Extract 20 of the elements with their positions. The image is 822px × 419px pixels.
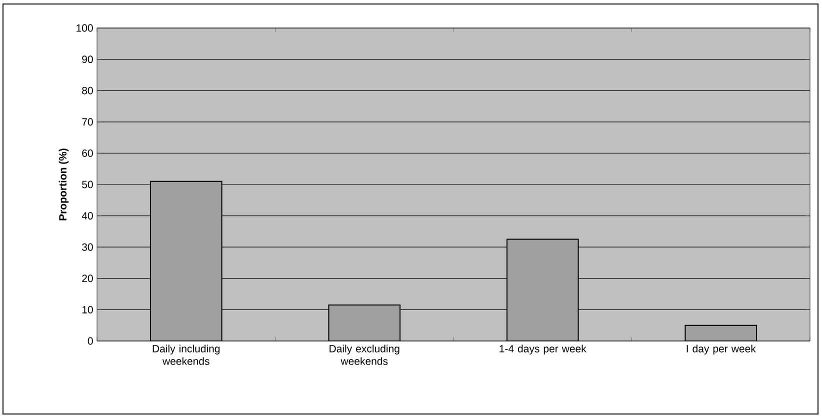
y-tick-label: 10 <box>82 306 93 314</box>
bar <box>328 304 401 341</box>
y-tick-label: 0 <box>88 337 93 345</box>
y-tick-label: 40 <box>82 212 93 220</box>
bar <box>684 324 758 341</box>
x-tick-label: 1-4 days per week <box>500 344 586 354</box>
y-tick-label: 30 <box>82 243 93 251</box>
bar <box>150 180 222 341</box>
y-tick-label: 20 <box>82 274 93 282</box>
y-tick-label: 70 <box>82 118 93 126</box>
y-tick-label: 60 <box>82 149 93 157</box>
y-tick-label: 90 <box>82 56 93 64</box>
y-tick-label: 50 <box>82 180 93 188</box>
y-axis-title: Proportion (%) <box>58 148 69 220</box>
bar <box>506 238 579 341</box>
x-tick-label: I day per week <box>686 344 756 354</box>
y-tick-label: 100 <box>76 24 93 32</box>
x-tick-label: Daily including weekends <box>152 344 220 365</box>
x-tick-label: Daily excluding weekends <box>330 344 400 365</box>
y-tick-label: 80 <box>82 86 93 94</box>
